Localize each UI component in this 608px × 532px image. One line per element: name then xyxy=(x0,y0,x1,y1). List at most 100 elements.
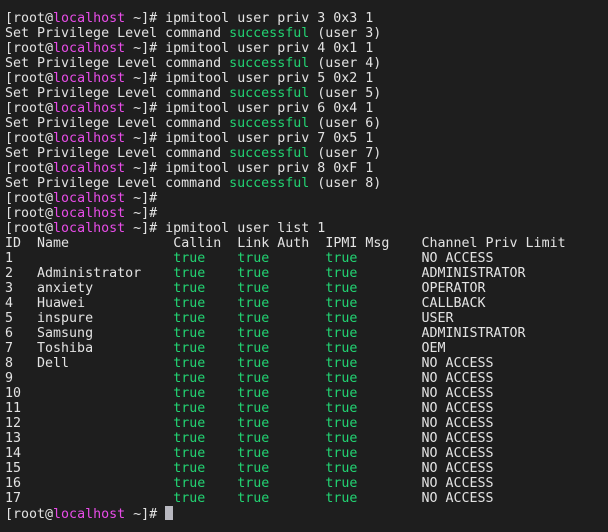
table-cell: NO ACCESS xyxy=(421,371,494,386)
success-text: successful xyxy=(229,86,310,101)
table-cell: 7 xyxy=(5,341,14,356)
success-text: successful xyxy=(229,176,310,191)
success-text: successful xyxy=(229,26,310,41)
table-cell: 11 xyxy=(5,401,22,416)
column-header: Channel Priv Limit xyxy=(421,236,566,251)
table-cell: 12 xyxy=(5,416,22,431)
table-row: 8 Dell true true true NO ACCESS xyxy=(5,356,566,371)
table-cell: true xyxy=(173,446,206,461)
table-cell: OEM xyxy=(421,341,446,356)
table-cell: true xyxy=(237,476,270,491)
table-cell: true xyxy=(237,326,270,341)
table-cell: true xyxy=(173,311,206,326)
prompt-user: [root@ xyxy=(5,101,54,116)
table-cell: NO ACCESS xyxy=(421,386,494,401)
prompt-line: [root@localhost ~]# ipmitool user priv 6… xyxy=(5,101,566,116)
table-cell: 17 xyxy=(5,491,22,506)
table-row: 9 true true true NO ACCESS xyxy=(5,371,566,386)
command-output: Set Privilege Level command successful (… xyxy=(5,116,566,131)
table-header: ID Name Callin Link Auth IPMI Msg Channel Pri… xyxy=(5,236,566,251)
table-cell: true xyxy=(173,416,206,431)
table-cell: true xyxy=(237,266,270,281)
table-cell: true xyxy=(325,296,358,311)
table-cell: true xyxy=(237,341,270,356)
output-text: (user 6) xyxy=(309,116,382,131)
prompt-host: localhost xyxy=(53,206,126,221)
table-cell: true xyxy=(237,461,270,476)
output-text: Set Privilege Level command xyxy=(5,56,230,71)
command-text: ipmitool user priv 6 0x4 1 xyxy=(165,101,374,116)
output-text: Set Privilege Level command xyxy=(5,86,230,101)
prompt-host: localhost xyxy=(53,71,126,86)
output-text: Set Privilege Level command xyxy=(5,26,230,41)
table-cell: 9 xyxy=(5,371,14,386)
prompt-user: [root@ xyxy=(5,71,54,86)
command-text: ipmitool user priv 7 0x5 1 xyxy=(165,131,374,146)
command-text: ipmitool user priv 3 0x3 1 xyxy=(165,11,374,26)
table-cell: ADMINISTRATOR xyxy=(421,266,526,281)
success-text: successful xyxy=(229,56,310,71)
table-cell: true xyxy=(237,386,270,401)
success-text: successful xyxy=(229,116,310,131)
prompt-line: [root@localhost ~]# ipmitool user priv 8… xyxy=(5,161,566,176)
prompt-path: ~]# xyxy=(125,206,166,221)
table-cell: 10 xyxy=(5,386,22,401)
table-cell: 3 xyxy=(5,281,14,296)
table-cell: true xyxy=(237,401,270,416)
table-row: 15 true true true NO ACCESS xyxy=(5,461,566,476)
prompt-user: [root@ xyxy=(5,131,54,146)
output-text: (user 7) xyxy=(309,146,382,161)
table-cell: NO ACCESS xyxy=(421,416,494,431)
table-cell: true xyxy=(173,371,206,386)
table-cell: true xyxy=(325,401,358,416)
table-cell: true xyxy=(325,326,358,341)
prompt-line: [root@localhost ~]# ipmitool user priv 3… xyxy=(5,11,566,26)
table-cell: true xyxy=(325,266,358,281)
prompt-user: [root@ xyxy=(5,41,54,56)
table-cell: true xyxy=(325,416,358,431)
table-cell: true xyxy=(325,491,358,506)
table-row: 1 true true true NO ACCESS xyxy=(5,251,566,266)
table-cell: true xyxy=(237,431,270,446)
table-cell: true xyxy=(237,491,270,506)
table-row: 3 anxiety true true true OPERATOR xyxy=(5,281,566,296)
prompt-user: [root@ xyxy=(5,11,54,26)
prompt-user: [root@ xyxy=(5,221,54,236)
table-cell: 16 xyxy=(5,476,22,491)
command-text: ipmitool user list 1 xyxy=(165,221,326,236)
table-cell: 13 xyxy=(5,431,22,446)
prompt-host: localhost xyxy=(53,191,126,206)
prompt-line: [root@localhost ~]# ipmitool user priv 4… xyxy=(5,41,566,56)
table-row: 11 true true true NO ACCESS xyxy=(5,401,566,416)
table-cell: true xyxy=(173,296,206,311)
table-cell: 1 xyxy=(5,251,14,266)
output-text: (user 3) xyxy=(309,26,382,41)
table-cell: NO ACCESS xyxy=(421,446,494,461)
table-cell: NO ACCESS xyxy=(421,461,494,476)
table-cell: true xyxy=(173,386,206,401)
prompt-line: [root@localhost ~]# ipmitool user priv 5… xyxy=(5,71,566,86)
prompt-path: ~]# xyxy=(125,11,166,26)
table-cell: true xyxy=(325,281,358,296)
prompt-user: [root@ xyxy=(5,507,54,522)
command-text: ipmitool user priv 4 0x1 1 xyxy=(165,41,374,56)
column-header: IPMI Msg xyxy=(325,236,390,251)
command-text: ipmitool user priv 8 0xF 1 xyxy=(165,161,374,176)
prompt-line: [root@localhost ~]# xyxy=(5,506,566,522)
command-output: Set Privilege Level command successful (… xyxy=(5,86,566,101)
prompt-user: [root@ xyxy=(5,206,54,221)
column-header: Callin xyxy=(173,236,222,251)
table-cell: true xyxy=(237,446,270,461)
table-cell: NO ACCESS xyxy=(421,401,494,416)
table-cell: anxiety xyxy=(37,281,94,296)
output-text: (user 8) xyxy=(309,176,382,191)
table-cell: true xyxy=(237,296,270,311)
table-cell: 2 xyxy=(5,266,14,281)
table-cell: NO ACCESS xyxy=(421,251,494,266)
table-cell: true xyxy=(325,356,358,371)
prompt-path: ~]# xyxy=(125,507,166,522)
command-output: Set Privilege Level command successful (… xyxy=(5,26,566,41)
terminal-output[interactable]: [root@localhost ~]# ipmitool user priv 3… xyxy=(5,11,566,522)
table-cell: true xyxy=(325,446,358,461)
output-text: (user 5) xyxy=(309,86,382,101)
